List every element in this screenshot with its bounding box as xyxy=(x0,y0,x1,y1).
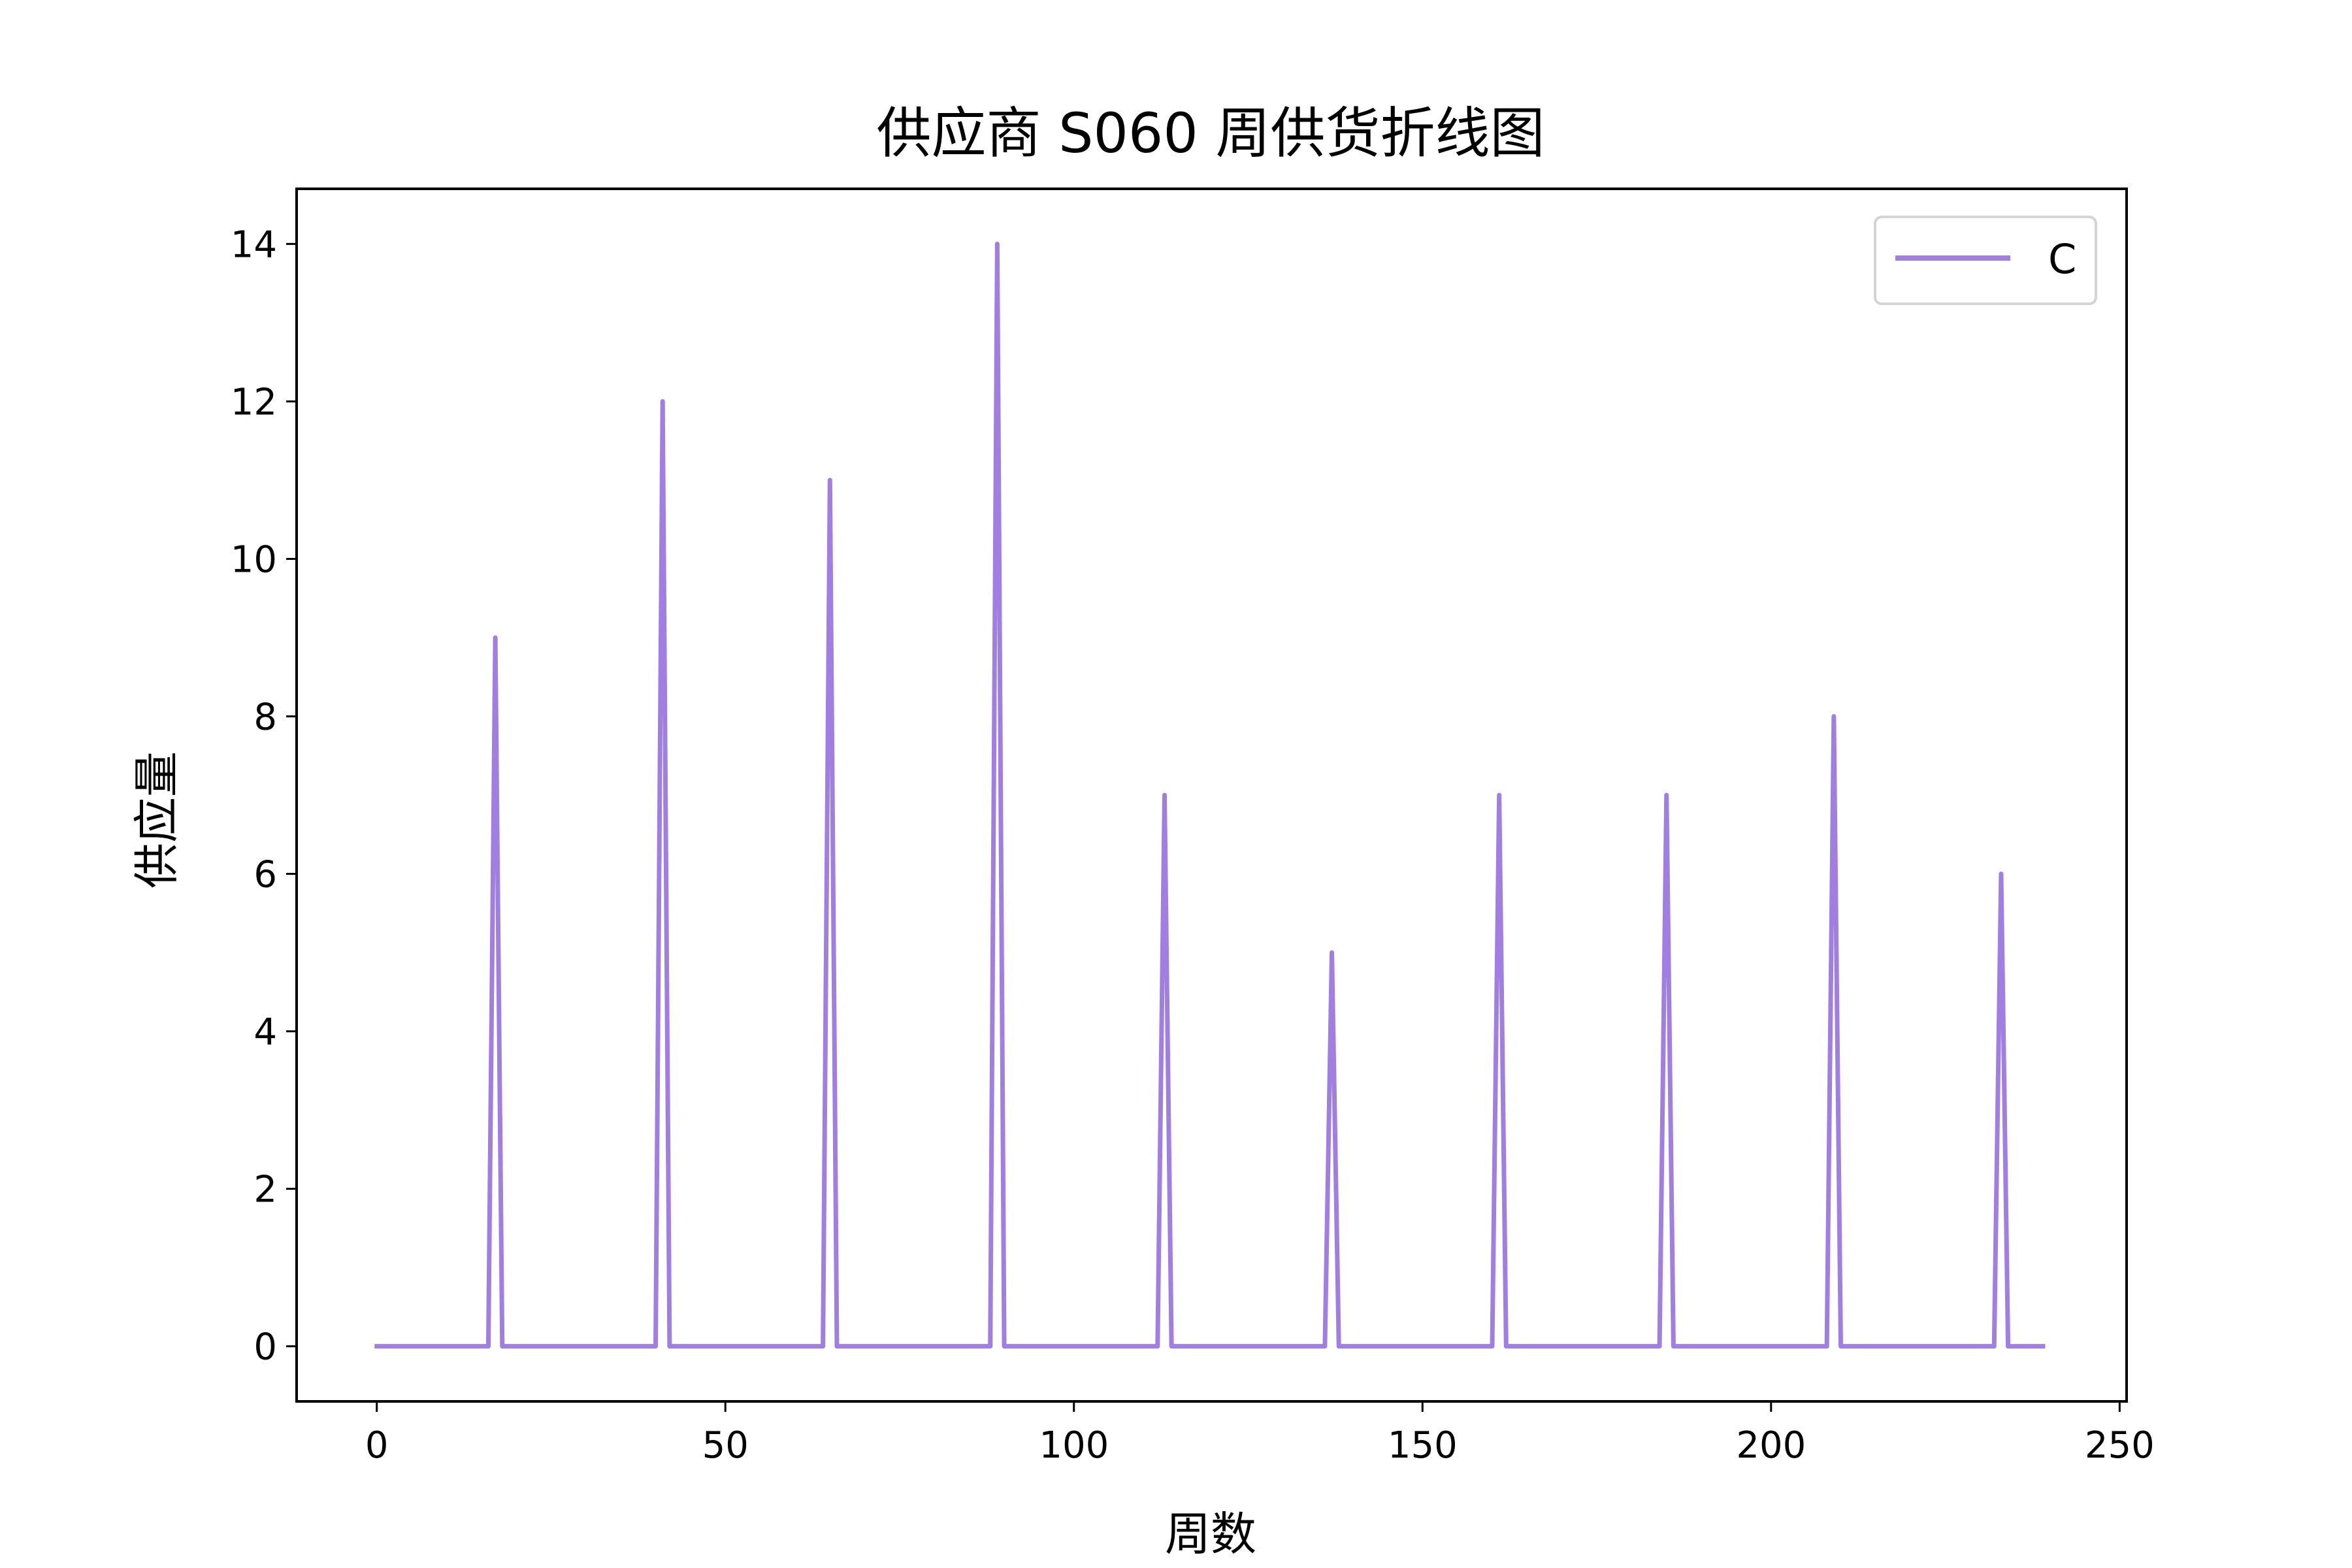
x-tick-label: 250 xyxy=(2085,1424,2155,1467)
y-axis-label: 供应量 xyxy=(130,751,184,889)
x-tick-label: 100 xyxy=(1039,1424,1109,1467)
y-tick-label: 2 xyxy=(253,1169,277,1211)
y-tick-label: 14 xyxy=(231,223,277,266)
x-tick-label: 150 xyxy=(1388,1424,1458,1467)
y-tick-label: 4 xyxy=(253,1011,277,1054)
x-tick-label: 200 xyxy=(1736,1424,1806,1467)
axes-frame xyxy=(295,188,2128,1403)
x-axis: 0 50 100 150 200 250 xyxy=(365,1401,2155,1467)
legend-label-c: C xyxy=(2048,235,2076,283)
x-axis-label: 周数 xyxy=(1165,1507,1256,1561)
series-line-c xyxy=(374,241,2046,1349)
y-tick-label: 0 xyxy=(253,1326,277,1369)
legend: C xyxy=(1874,216,2097,305)
plot-area xyxy=(295,188,2128,1403)
y-tick-label: 6 xyxy=(253,854,277,896)
x-tick-label: 0 xyxy=(365,1424,389,1467)
chart-title: 供应商 S060 周供货折线图 xyxy=(876,101,1544,165)
y-tick-label: 10 xyxy=(231,538,277,581)
y-axis: 0 2 4 6 8 10 12 14 xyxy=(231,223,297,1369)
x-tick-label: 50 xyxy=(702,1424,749,1467)
y-tick-label: 8 xyxy=(253,696,277,738)
y-tick-label: 12 xyxy=(231,381,277,423)
